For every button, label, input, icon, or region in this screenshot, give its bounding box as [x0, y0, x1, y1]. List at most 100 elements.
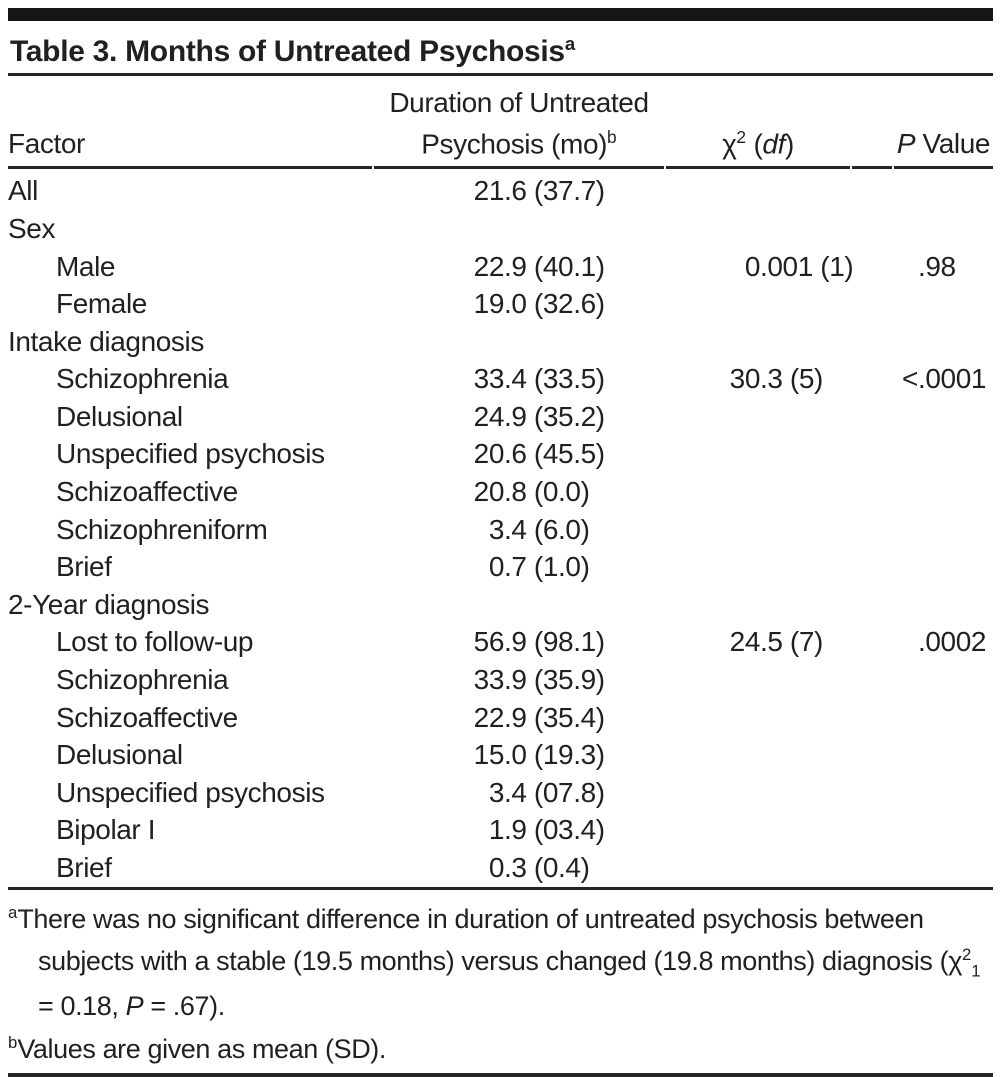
table-row: Brief 0.7 (1.0) [8, 548, 993, 586]
cell-chi-square [666, 586, 850, 624]
cell-p-value: .98 [894, 248, 993, 286]
cell-duration: 3.4 (6.0) [374, 511, 664, 549]
value-fraction-part: .9 (40.1) [504, 250, 605, 282]
cell-spacer [852, 323, 892, 361]
table-row: Sex [8, 210, 993, 248]
value-integer-part: 1 [488, 814, 505, 846]
cell-p-value [894, 736, 993, 774]
col-header-duration: Duration of Untreated Psychosis (mo)b [374, 76, 664, 170]
cell-p-value [894, 398, 993, 436]
cell-p-value: <.0001 [894, 360, 993, 398]
cell-factor: All [8, 169, 372, 210]
factor-label: Delusional [56, 739, 183, 771]
cell-p-value [894, 210, 993, 248]
value-fraction-part: .9 (03.4) [504, 814, 605, 846]
cell-factor: Sex [8, 210, 372, 248]
cell-duration: 0.3 (0.4) [374, 849, 664, 887]
value-integer-part: 30 [729, 363, 761, 395]
cell-p-value [894, 285, 993, 323]
table-title-footnote-marker: a [564, 33, 576, 54]
value-fraction-part: .6 (45.5) [504, 438, 605, 470]
cell-duration: 56.9 (98.1) [374, 623, 664, 661]
cell-chi-square [666, 169, 850, 210]
value-integer-part: 3 [488, 513, 505, 545]
cell-spacer [852, 169, 892, 210]
cell-spacer [852, 849, 892, 887]
cell-factor: Lost to follow-up [8, 623, 372, 661]
col-header-chi-square: χ2 (df) [666, 76, 850, 170]
cell-duration: 33.9 (35.9) [374, 661, 664, 699]
cell-factor: Delusional [8, 398, 372, 436]
cell-duration: 20.6 (45.5) [374, 435, 664, 473]
table-title: Table 3. Months of Untreated Psychosisa [8, 21, 993, 73]
value-fraction-part: .0 (19.3) [504, 739, 605, 771]
value-integer-part: 24 [473, 400, 505, 432]
cell-chi-square [666, 811, 850, 849]
chi-square-sub1: χ21 [948, 945, 981, 981]
cell-duration: 21.6 (37.7) [374, 169, 664, 210]
value-integer-part: 0 [488, 551, 505, 583]
cell-chi-square [666, 435, 850, 473]
cell-duration: 33.4 (33.5) [374, 360, 664, 398]
cell-chi-square [666, 661, 850, 699]
value-fraction-part: .7 (1.0) [504, 551, 590, 583]
footnote-a-marker: a [8, 902, 18, 922]
cell-duration: 19.0 (32.6) [374, 285, 664, 323]
table-row: Unspecified psychosis 20.6 (45.5) [8, 435, 993, 473]
cell-spacer [852, 435, 892, 473]
cell-duration: 3.4 (07.8) [374, 774, 664, 812]
value-fraction-part: .0001 [918, 363, 987, 395]
data-table: Factor Duration of Untreated Psychosis (… [6, 76, 995, 887]
value-integer-part: 56 [473, 626, 505, 658]
cell-p-value [894, 323, 993, 361]
value-fraction-part: .4 (07.8) [504, 776, 605, 808]
cell-spacer [852, 398, 892, 436]
cell-spacer [852, 248, 892, 286]
cell-duration: 0.7 (1.0) [374, 548, 664, 586]
factor-label: Schizophrenia [56, 664, 229, 696]
cell-factor: Intake diagnosis [8, 323, 372, 361]
factor-label: Bipolar I [56, 814, 156, 846]
table-row: Male 22.9 (40.1) 0.001 (1) .98 [8, 248, 993, 286]
value-fraction-part: .98 [918, 250, 956, 282]
factor-label: Brief [56, 852, 112, 884]
cell-p-value [894, 849, 993, 887]
table-body: All 21.6 (37.7) Sex Male 22.9 (40.1) 0.0… [8, 169, 993, 886]
duration-header-line1: Duration of Untreated [389, 87, 649, 118]
cell-duration [374, 210, 664, 248]
cell-chi-square [666, 511, 850, 549]
cell-p-value [894, 548, 993, 586]
table-row: Schizoaffective 20.8 (0.0) [8, 473, 993, 511]
cell-duration: 15.0 (19.3) [374, 736, 664, 774]
cell-p-value: .0002 [894, 623, 993, 661]
cell-spacer [852, 623, 892, 661]
value-fraction-part: .5 (7) [760, 626, 823, 658]
factor-label: Unspecified psychosis [56, 776, 325, 808]
cell-spacer [852, 661, 892, 699]
value-fraction-part: .0 (32.6) [504, 288, 605, 320]
cell-factor: Brief [8, 548, 372, 586]
table-row: Female 19.0 (32.6) [8, 285, 993, 323]
cell-spacer [852, 586, 892, 624]
cell-spacer [852, 360, 892, 398]
footnote-b: bValues are given as mean (SD). [8, 1032, 386, 1064]
cell-factor: Unspecified psychosis [8, 774, 372, 812]
cell-factor: Delusional [8, 736, 372, 774]
factor-label: Lost to follow-up [56, 626, 254, 658]
factor-label: Schizoaffective [56, 476, 238, 508]
duration-header-line2: Psychosis (mo)b [421, 127, 617, 160]
cell-p-value [894, 511, 993, 549]
cell-chi-square [666, 548, 850, 586]
cell-p-value [894, 699, 993, 737]
cell-spacer [852, 699, 892, 737]
value-integer-part: 33 [473, 664, 505, 696]
footnotes: aThere was no significant difference in … [8, 890, 993, 1067]
cell-factor: Brief [8, 849, 372, 887]
value-fraction-part: .9 (35.2) [504, 400, 605, 432]
value-fraction-part: .0002 [918, 626, 987, 658]
value-fraction-part: .001 (1) [760, 250, 854, 282]
table-row: Lost to follow-up 56.9 (98.1) 24.5 (7) .… [8, 623, 993, 661]
cell-p-value [894, 169, 993, 210]
col-header-spacer [852, 76, 892, 170]
table-row: Brief 0.3 (0.4) [8, 849, 993, 887]
